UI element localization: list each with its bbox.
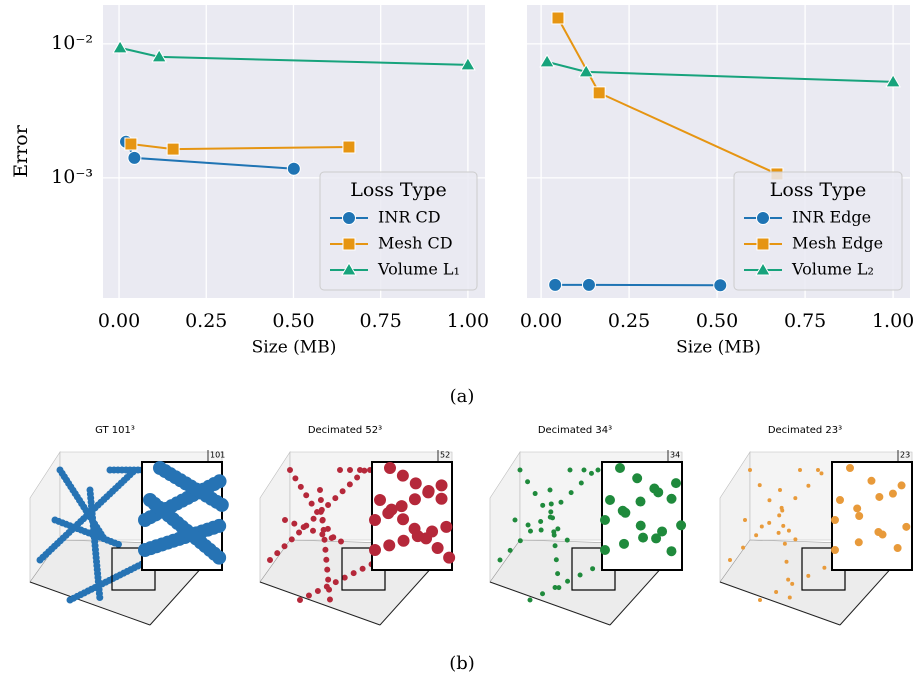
x-axis-label: Size (MB): [252, 338, 337, 358]
page: (a) (b) 0.00 0.25 0.50 0.75 1.00 10⁻² 10⁻³ Size…: [0, 0, 921, 690]
x-tick-label: 0.50: [696, 310, 738, 332]
marker: [128, 151, 141, 164]
corner-label: 34: [670, 451, 680, 460]
marker: [714, 279, 727, 292]
marker: [593, 87, 605, 99]
x-tick-label: 0.50: [272, 310, 314, 332]
legend-label: Volume L₁: [377, 260, 460, 279]
x-tick-label: 0.75: [784, 310, 826, 332]
marker: [549, 278, 562, 291]
x-axis-label: Size (MB): [676, 338, 761, 358]
corner-label: 23: [900, 451, 910, 460]
x-tick-label: 0.00: [520, 310, 562, 332]
legend-label: INR CD: [378, 208, 441, 227]
panel-title: Decimated 23³: [768, 425, 842, 436]
panel-title: Decimated 34³: [538, 425, 612, 436]
y-tick-label: 10⁻³: [51, 166, 93, 188]
legend-label: Volume L₂: [791, 260, 874, 279]
x-tick-label: 1.00: [872, 310, 914, 332]
caption: (a): [450, 386, 475, 407]
figure: (a) (b) 0.00 0.25 0.50 0.75 1.00 10⁻² 10⁻³ Size…: [0, 0, 921, 690]
corner-label: 52: [440, 451, 450, 460]
corner-label: 101: [210, 451, 225, 460]
marker: [582, 278, 595, 291]
legend-label: INR Edge: [792, 208, 871, 227]
legend-title: Loss Type: [770, 179, 866, 201]
x-tick-label: 0.75: [360, 310, 402, 332]
panel-title: Decimated 52³: [308, 425, 382, 436]
marker: [757, 212, 770, 225]
x-tick-label: 0.25: [185, 310, 227, 332]
legend-label: Mesh CD: [378, 234, 453, 253]
marker: [125, 138, 137, 150]
x-tick-label: 1.00: [447, 310, 489, 332]
marker: [343, 212, 356, 225]
marker: [167, 143, 179, 155]
x-tick-label: 0.00: [98, 310, 140, 332]
marker: [757, 238, 769, 250]
marker: [343, 141, 355, 153]
marker: [552, 12, 564, 24]
x-tick-label: 0.25: [608, 310, 650, 332]
marker: [287, 162, 300, 175]
y-tick-label: 10⁻²: [51, 32, 93, 54]
marker: [343, 238, 355, 250]
legend-label: Mesh Edge: [792, 234, 883, 253]
caption: (b): [449, 653, 475, 674]
panel-title: GT 101³: [95, 425, 135, 436]
y-axis-label: Error: [10, 124, 32, 177]
legend-title: Loss Type: [350, 179, 446, 201]
